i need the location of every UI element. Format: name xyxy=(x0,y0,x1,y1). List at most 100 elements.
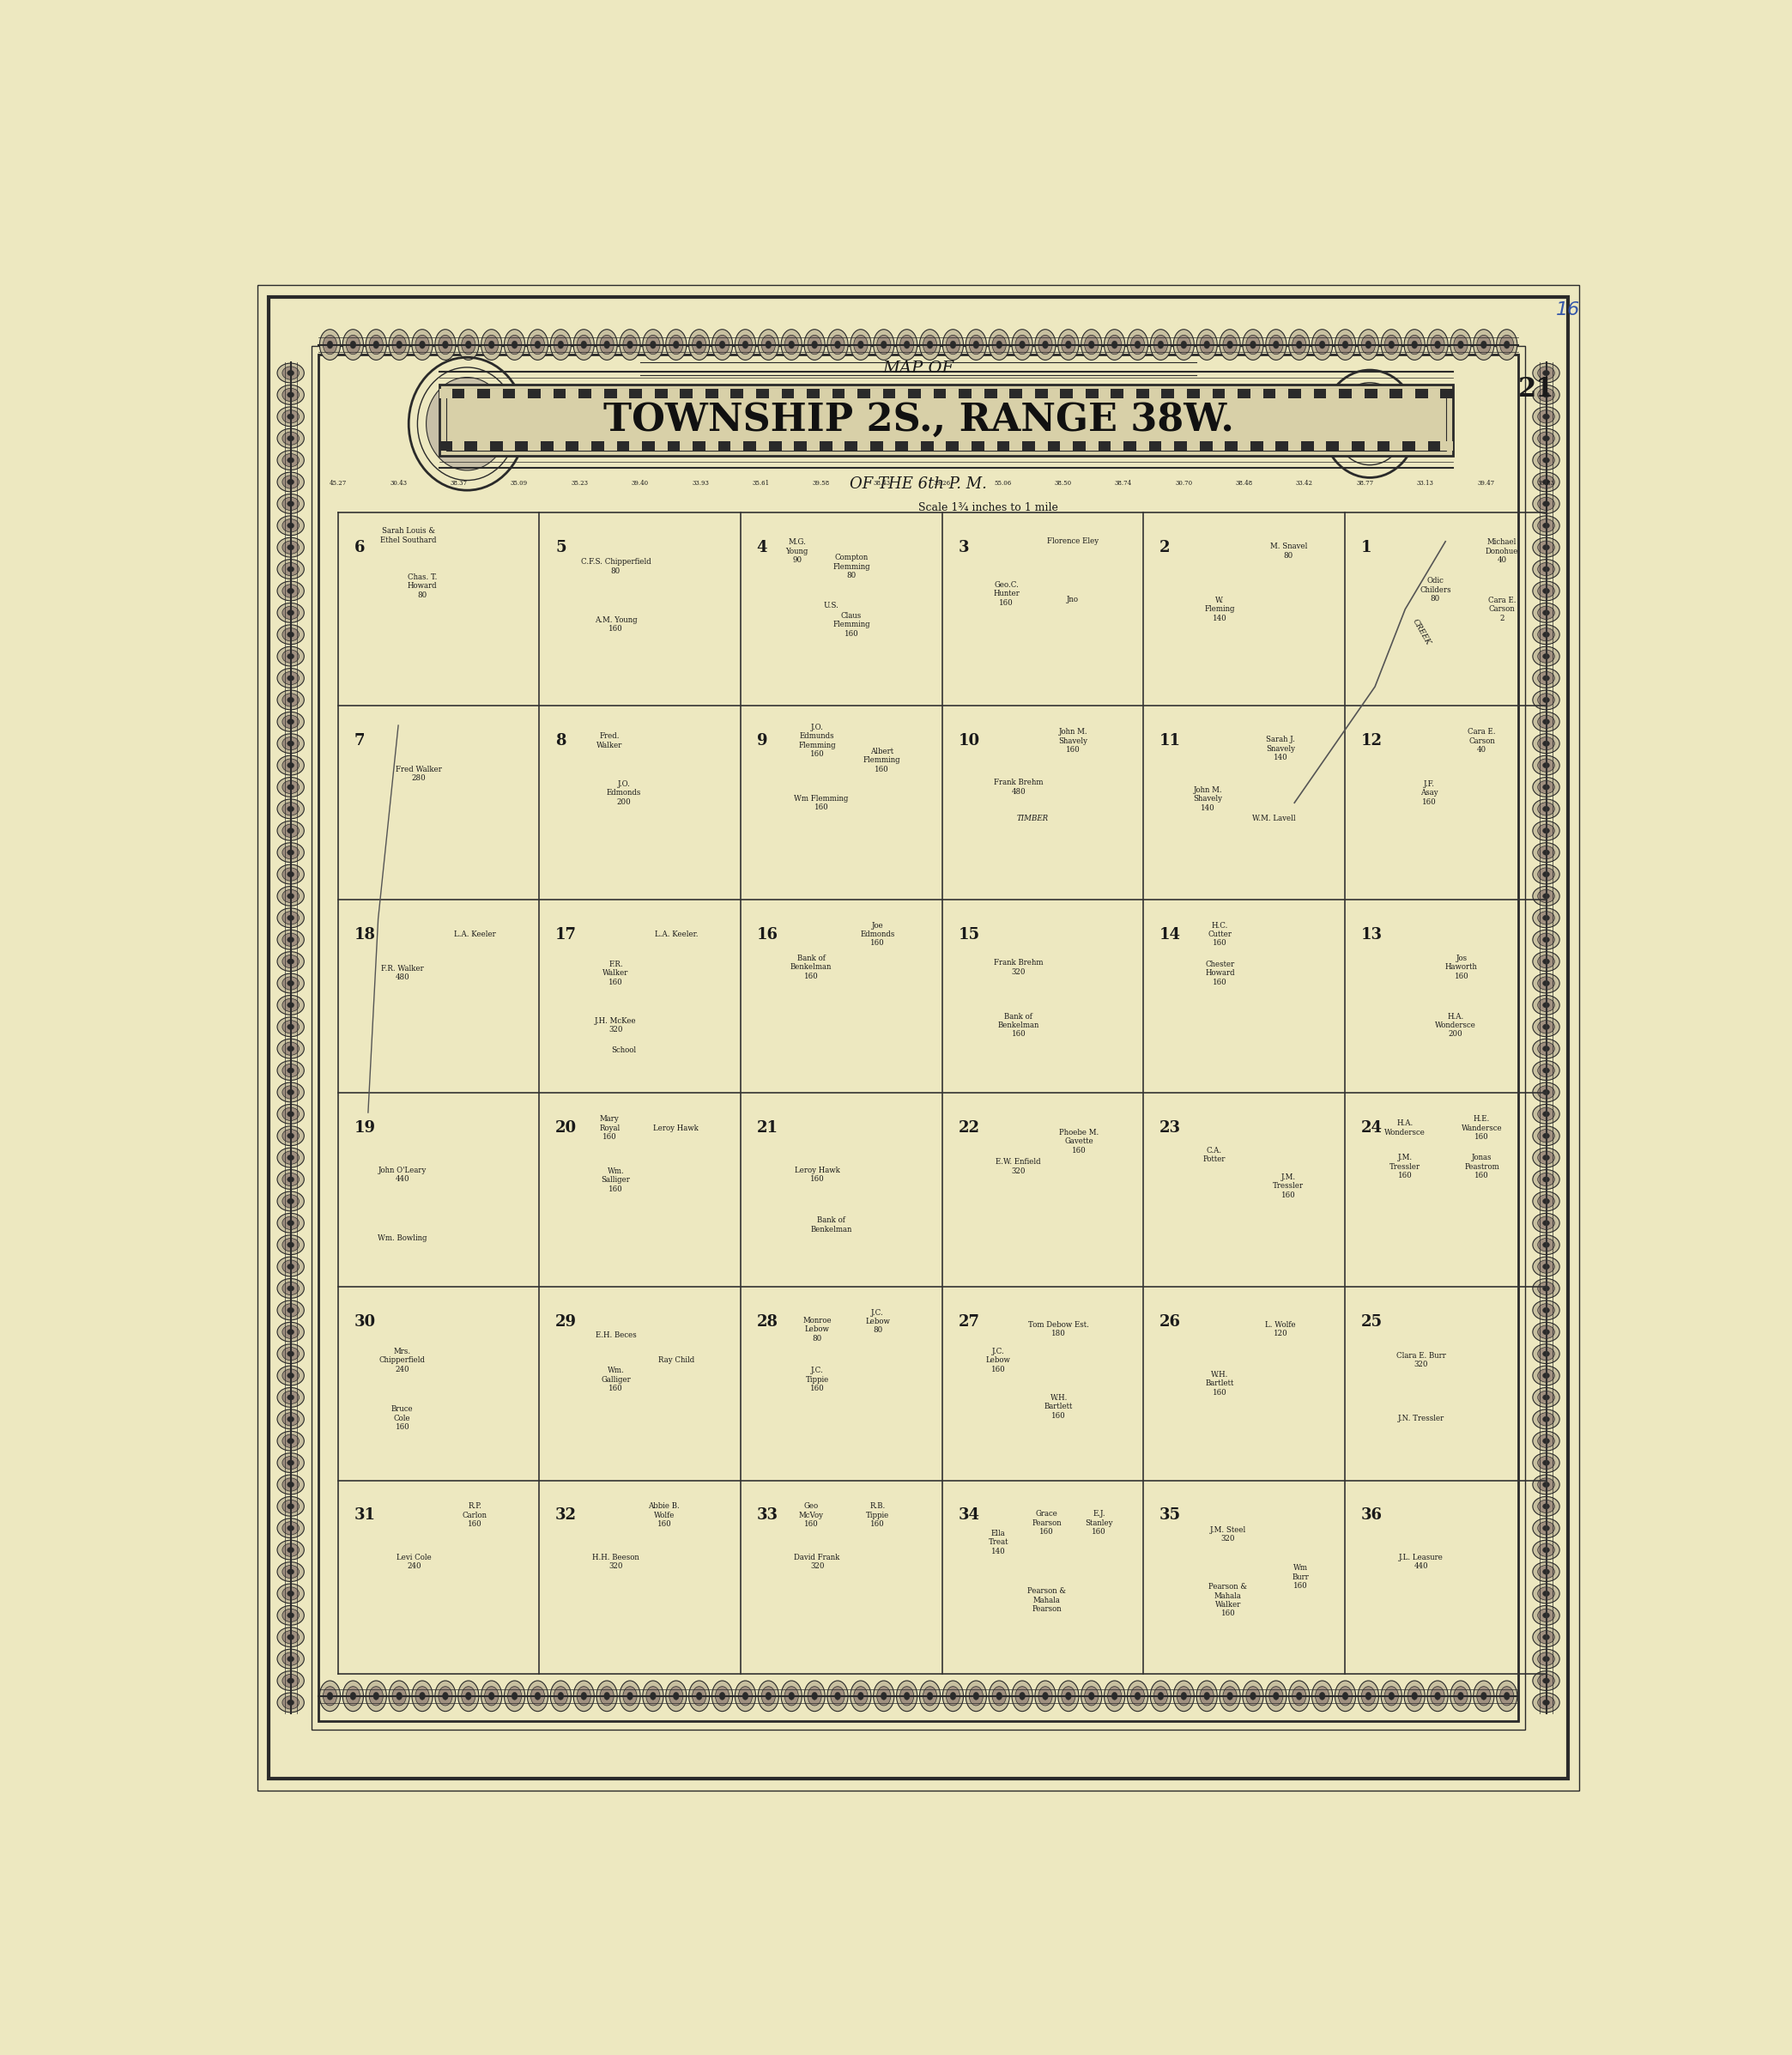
Bar xyxy=(984,388,996,399)
Ellipse shape xyxy=(278,1650,305,1669)
Ellipse shape xyxy=(903,1691,910,1699)
Bar xyxy=(629,388,642,399)
Ellipse shape xyxy=(283,520,299,532)
Text: Mrs.
Chipperfield
240: Mrs. Chipperfield 240 xyxy=(380,1348,425,1373)
Ellipse shape xyxy=(1407,1687,1421,1706)
Text: Geo
McVoy
160: Geo McVoy 160 xyxy=(799,1502,824,1529)
Bar xyxy=(1021,388,1036,399)
Ellipse shape xyxy=(788,1691,794,1699)
Ellipse shape xyxy=(996,341,1002,349)
Bar xyxy=(1314,388,1326,399)
Bar xyxy=(1364,442,1376,450)
Text: C.A.
Potter: C.A. Potter xyxy=(1202,1147,1226,1163)
Ellipse shape xyxy=(283,1130,299,1143)
Ellipse shape xyxy=(1020,1691,1025,1699)
Text: 27: 27 xyxy=(959,1313,980,1330)
Ellipse shape xyxy=(278,974,305,993)
Ellipse shape xyxy=(392,335,407,353)
Ellipse shape xyxy=(738,1687,753,1706)
Ellipse shape xyxy=(283,867,299,882)
Text: Grace
Pearson
160: Grace Pearson 160 xyxy=(1032,1510,1061,1535)
Ellipse shape xyxy=(715,1687,729,1706)
Text: TIMBER: TIMBER xyxy=(1016,814,1048,822)
Ellipse shape xyxy=(1532,951,1559,972)
Ellipse shape xyxy=(1543,545,1550,551)
Text: J.L. Leasure
440: J.L. Leasure 440 xyxy=(1400,1554,1444,1570)
Ellipse shape xyxy=(283,1151,299,1165)
Text: 45.27: 45.27 xyxy=(330,481,346,487)
Text: 21: 21 xyxy=(1518,376,1555,403)
Ellipse shape xyxy=(1543,937,1550,943)
Ellipse shape xyxy=(1532,493,1559,514)
Ellipse shape xyxy=(1453,335,1468,353)
Text: Bruce
Cole
160: Bruce Cole 160 xyxy=(391,1406,414,1430)
Ellipse shape xyxy=(873,1681,894,1712)
Ellipse shape xyxy=(287,1438,294,1445)
Ellipse shape xyxy=(1532,1453,1559,1473)
Ellipse shape xyxy=(283,976,299,991)
Bar xyxy=(909,388,921,399)
Ellipse shape xyxy=(1036,329,1055,360)
Bar xyxy=(566,388,579,399)
Bar xyxy=(719,388,731,399)
Ellipse shape xyxy=(1532,1628,1559,1646)
Ellipse shape xyxy=(1543,1570,1550,1574)
Text: Wm
Burr
160: Wm Burr 160 xyxy=(1292,1564,1308,1591)
Ellipse shape xyxy=(283,1630,299,1644)
Ellipse shape xyxy=(443,341,448,349)
Ellipse shape xyxy=(278,384,305,405)
Ellipse shape xyxy=(287,806,294,812)
Ellipse shape xyxy=(688,329,710,360)
Ellipse shape xyxy=(1543,610,1550,616)
Ellipse shape xyxy=(711,329,733,360)
Ellipse shape xyxy=(1538,411,1554,423)
Ellipse shape xyxy=(1543,1459,1550,1465)
Ellipse shape xyxy=(1426,1681,1448,1712)
Text: F.R.
Walker
160: F.R. Walker 160 xyxy=(602,960,629,986)
Ellipse shape xyxy=(627,341,633,349)
Text: J.C.
Lebow
160: J.C. Lebow 160 xyxy=(986,1348,1011,1373)
Bar xyxy=(1021,442,1036,450)
Ellipse shape xyxy=(466,341,471,349)
Ellipse shape xyxy=(1538,1325,1554,1338)
Ellipse shape xyxy=(278,538,305,557)
Ellipse shape xyxy=(581,1691,586,1699)
Ellipse shape xyxy=(989,1681,1009,1712)
Ellipse shape xyxy=(278,820,305,840)
Ellipse shape xyxy=(1538,1412,1554,1426)
Text: 10: 10 xyxy=(959,734,980,748)
Ellipse shape xyxy=(738,335,753,353)
Ellipse shape xyxy=(1538,1630,1554,1644)
Ellipse shape xyxy=(758,329,780,360)
Text: 33.93: 33.93 xyxy=(692,481,710,487)
Ellipse shape xyxy=(1174,329,1193,360)
Bar xyxy=(1251,388,1263,399)
Bar xyxy=(667,442,679,450)
Ellipse shape xyxy=(1532,1693,1559,1712)
Ellipse shape xyxy=(287,1286,294,1291)
Ellipse shape xyxy=(1532,865,1559,884)
Ellipse shape xyxy=(1154,1687,1168,1706)
Ellipse shape xyxy=(287,1459,294,1465)
Ellipse shape xyxy=(278,1367,305,1385)
Ellipse shape xyxy=(439,1687,452,1706)
Ellipse shape xyxy=(278,1169,305,1190)
Bar xyxy=(896,388,909,399)
Ellipse shape xyxy=(1538,606,1554,619)
Text: F.R. Walker
480: F.R. Walker 480 xyxy=(382,964,423,982)
Ellipse shape xyxy=(283,890,299,902)
Ellipse shape xyxy=(278,582,305,600)
Ellipse shape xyxy=(950,1691,955,1699)
Ellipse shape xyxy=(1532,1278,1559,1299)
Ellipse shape xyxy=(278,450,305,471)
Ellipse shape xyxy=(1538,1151,1554,1165)
Bar xyxy=(934,442,946,450)
Text: 38.43: 38.43 xyxy=(873,481,891,487)
Ellipse shape xyxy=(1269,1687,1283,1706)
Ellipse shape xyxy=(1150,329,1172,360)
Ellipse shape xyxy=(1538,454,1554,466)
Ellipse shape xyxy=(926,1691,934,1699)
Ellipse shape xyxy=(534,341,541,349)
Ellipse shape xyxy=(1538,388,1554,401)
Ellipse shape xyxy=(283,1457,299,1469)
